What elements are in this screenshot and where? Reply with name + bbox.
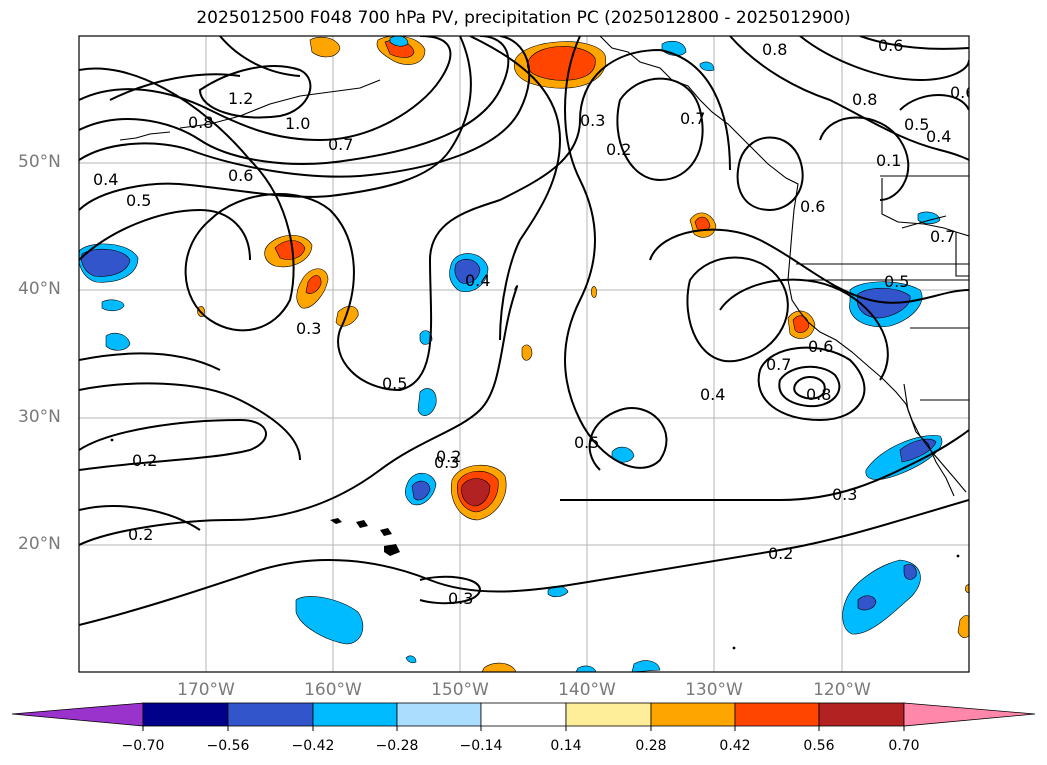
colorbar-box xyxy=(312,702,398,727)
colorbar-label: 0.14 xyxy=(550,738,582,754)
lat-label: 30°N xyxy=(18,407,61,427)
contour-label: 0.6 xyxy=(950,83,975,102)
colorbar-label: −0.70 xyxy=(121,738,165,754)
contour-label: 0.8 xyxy=(852,90,877,109)
colorbar-box xyxy=(396,702,482,727)
colorbar-label: 0.56 xyxy=(803,738,835,754)
contour-label: 1.2 xyxy=(228,89,253,108)
contour-label: 0.2 xyxy=(128,525,153,544)
lon-label: 160°W xyxy=(304,680,362,700)
colorbar-label: −0.56 xyxy=(206,738,250,754)
contour-label: 1.0 xyxy=(285,114,310,133)
contour-label: 0.8 xyxy=(188,113,213,132)
precip-shading xyxy=(79,36,969,672)
colorbar xyxy=(11,702,1036,731)
contour-label: 0.6 xyxy=(878,36,903,55)
contour-label: 0.2 xyxy=(606,140,631,159)
contour-label: 0.4 xyxy=(93,170,118,189)
colorbar-box xyxy=(565,702,652,727)
lon-label: 170°W xyxy=(177,680,235,700)
map-title: 2025012500 F048 700 hPa PV, precipitatio… xyxy=(196,8,851,28)
contour-label: 0.2 xyxy=(436,447,461,466)
colorbar-extend-high xyxy=(903,702,1036,727)
contour-label: 0.1 xyxy=(876,151,901,170)
contour-label: 0.2 xyxy=(768,544,793,563)
colorbar-box xyxy=(480,702,567,727)
lat-label: 50°N xyxy=(18,152,61,172)
colorbar-label: −0.14 xyxy=(459,738,503,754)
pv-contours xyxy=(79,36,969,626)
islands xyxy=(110,438,960,650)
lon-label: 140°W xyxy=(558,680,616,700)
colorbar-box xyxy=(227,702,314,727)
colorbar-box xyxy=(650,702,736,727)
colorbar-box xyxy=(734,702,820,727)
contour-label: 0.8 xyxy=(762,40,787,59)
lon-label: 120°W xyxy=(813,680,871,700)
colorbar-label: 0.28 xyxy=(635,738,667,754)
colorbar-label: −0.42 xyxy=(291,738,335,754)
colorbar-ticks xyxy=(142,726,905,731)
contour-label: 0.4 xyxy=(465,271,490,290)
contour-labels: 1.2 1.0 0.8 0.7 0.6 0.5 0.4 0.3 0.5 0.4 … xyxy=(93,36,975,608)
contour-label: 0.7 xyxy=(766,355,791,374)
colorbar-label: 0.42 xyxy=(719,738,751,754)
lon-label: 130°W xyxy=(685,680,743,700)
colorbar-box xyxy=(142,702,229,727)
contour-label: 0.4 xyxy=(700,385,725,404)
lat-label: 40°N xyxy=(18,279,61,299)
colorbar-label: 0.70 xyxy=(888,738,920,754)
contour-label: 0.7 xyxy=(328,135,353,154)
contour-label: 0.5 xyxy=(382,374,407,393)
colorbar-box xyxy=(818,702,905,727)
contour-label: 0.2 xyxy=(132,451,157,470)
contour-label: 0.6 xyxy=(800,197,825,216)
gridlines xyxy=(79,36,969,672)
contour-label: 0.8 xyxy=(806,385,831,404)
contour-label: 0.4 xyxy=(926,127,951,146)
contour-label: 0.5 xyxy=(884,272,909,291)
contour-label: 0.3 xyxy=(448,589,473,608)
colorbar-label: −0.28 xyxy=(375,738,419,754)
contour-label: 0.5 xyxy=(126,191,151,210)
contour-label: 0.5 xyxy=(574,433,599,452)
lon-label: 150°W xyxy=(431,680,489,700)
contour-label: 0.3 xyxy=(434,453,459,472)
colorbar-extend-low xyxy=(11,702,144,727)
contour-label: 0.6 xyxy=(228,166,253,185)
lat-label: 20°N xyxy=(18,534,61,554)
contour-label: 0.7 xyxy=(680,109,705,128)
contour-label: 0.7 xyxy=(930,227,955,246)
map-frame xyxy=(78,35,970,673)
contour-label: 0.3 xyxy=(832,485,857,504)
contour-label: 0.5 xyxy=(904,115,929,134)
contour-label: 0.3 xyxy=(580,111,605,130)
contour-label: 0.3 xyxy=(296,319,321,338)
contour-label: 0.6 xyxy=(808,337,833,356)
